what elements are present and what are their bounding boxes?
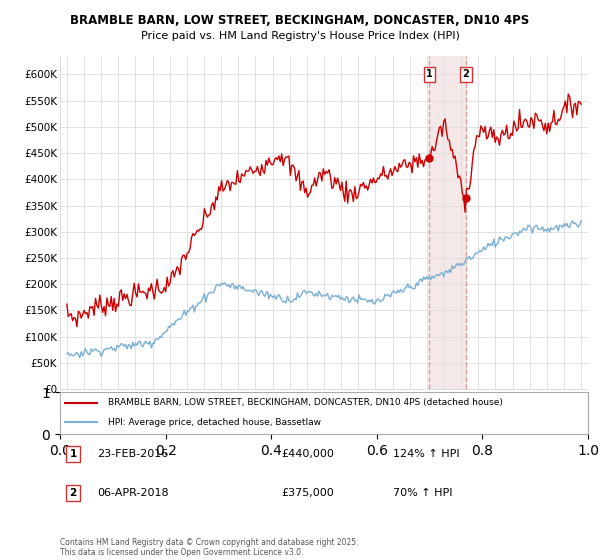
Bar <box>430 56 466 389</box>
Text: 06-APR-2018: 06-APR-2018 <box>97 488 169 498</box>
Text: HPI: Average price, detached house, Bassetlaw: HPI: Average price, detached house, Bass… <box>107 418 320 427</box>
Text: 1: 1 <box>70 449 77 459</box>
Text: 1: 1 <box>426 69 433 80</box>
Text: 23-FEB-2016: 23-FEB-2016 <box>97 449 168 459</box>
Text: 70% ↑ HPI: 70% ↑ HPI <box>392 488 452 498</box>
Text: BRAMBLE BARN, LOW STREET, BECKINGHAM, DONCASTER, DN10 4PS: BRAMBLE BARN, LOW STREET, BECKINGHAM, DO… <box>70 14 530 27</box>
Text: 124% ↑ HPI: 124% ↑ HPI <box>392 449 459 459</box>
Text: Price paid vs. HM Land Registry's House Price Index (HPI): Price paid vs. HM Land Registry's House … <box>140 31 460 41</box>
Text: £375,000: £375,000 <box>282 488 335 498</box>
Text: 2: 2 <box>70 488 77 498</box>
Text: £440,000: £440,000 <box>282 449 335 459</box>
Text: Contains HM Land Registry data © Crown copyright and database right 2025.
This d: Contains HM Land Registry data © Crown c… <box>60 538 359 557</box>
Text: BRAMBLE BARN, LOW STREET, BECKINGHAM, DONCASTER, DN10 4PS (detached house): BRAMBLE BARN, LOW STREET, BECKINGHAM, DO… <box>107 398 502 407</box>
Text: 2: 2 <box>463 69 469 80</box>
